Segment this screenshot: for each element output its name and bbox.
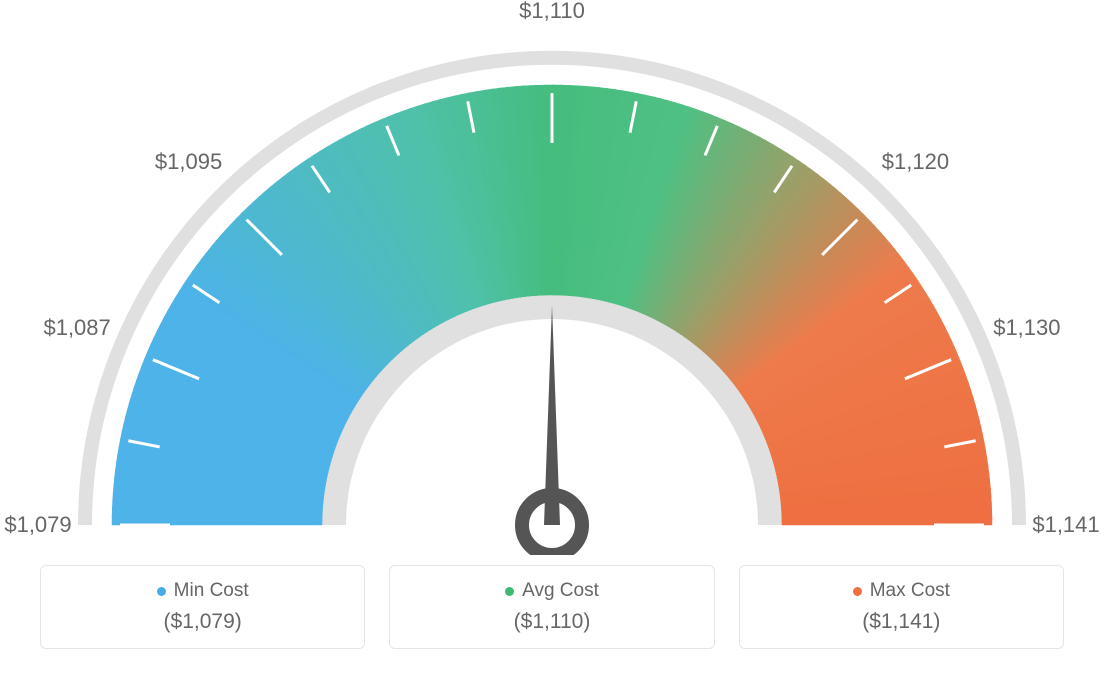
- legend-item-max: Max Cost ($1,141): [739, 565, 1064, 649]
- gauge-tick-label: $1,095: [155, 149, 222, 175]
- gauge-tick-label: $1,087: [43, 315, 110, 341]
- legend-label-avg: Avg Cost: [505, 580, 599, 602]
- gauge-tick-label: $1,079: [4, 512, 71, 538]
- gauge-tick-label: $1,120: [882, 149, 949, 175]
- gauge-svg: [0, 0, 1104, 555]
- legend-item-avg: Avg Cost ($1,110): [389, 565, 714, 649]
- legend-value-max: ($1,141): [750, 610, 1053, 634]
- gauge-area: $1,079 $1,087 $1,095 $1,110 $1,120 $1,130 $1,1…: [0, 0, 1104, 555]
- legend-value-min: ($1,079): [51, 610, 354, 634]
- legend-item-min: Min Cost ($1,079): [40, 565, 365, 649]
- legend-label-max: Max Cost: [853, 580, 950, 602]
- legend-label-min: Min Cost: [157, 580, 249, 602]
- gauge-tick-label: $1,130: [993, 315, 1060, 341]
- gauge-tick-label: $1,110: [519, 0, 585, 24]
- legend: Min Cost ($1,079) Avg Cost ($1,110) Max …: [40, 565, 1064, 649]
- legend-value-avg: ($1,110): [400, 610, 703, 634]
- cost-gauge-chart: $1,079 $1,087 $1,095 $1,110 $1,120 $1,130 $1,1…: [0, 0, 1104, 690]
- gauge-tick-label: $1,141: [1032, 512, 1099, 538]
